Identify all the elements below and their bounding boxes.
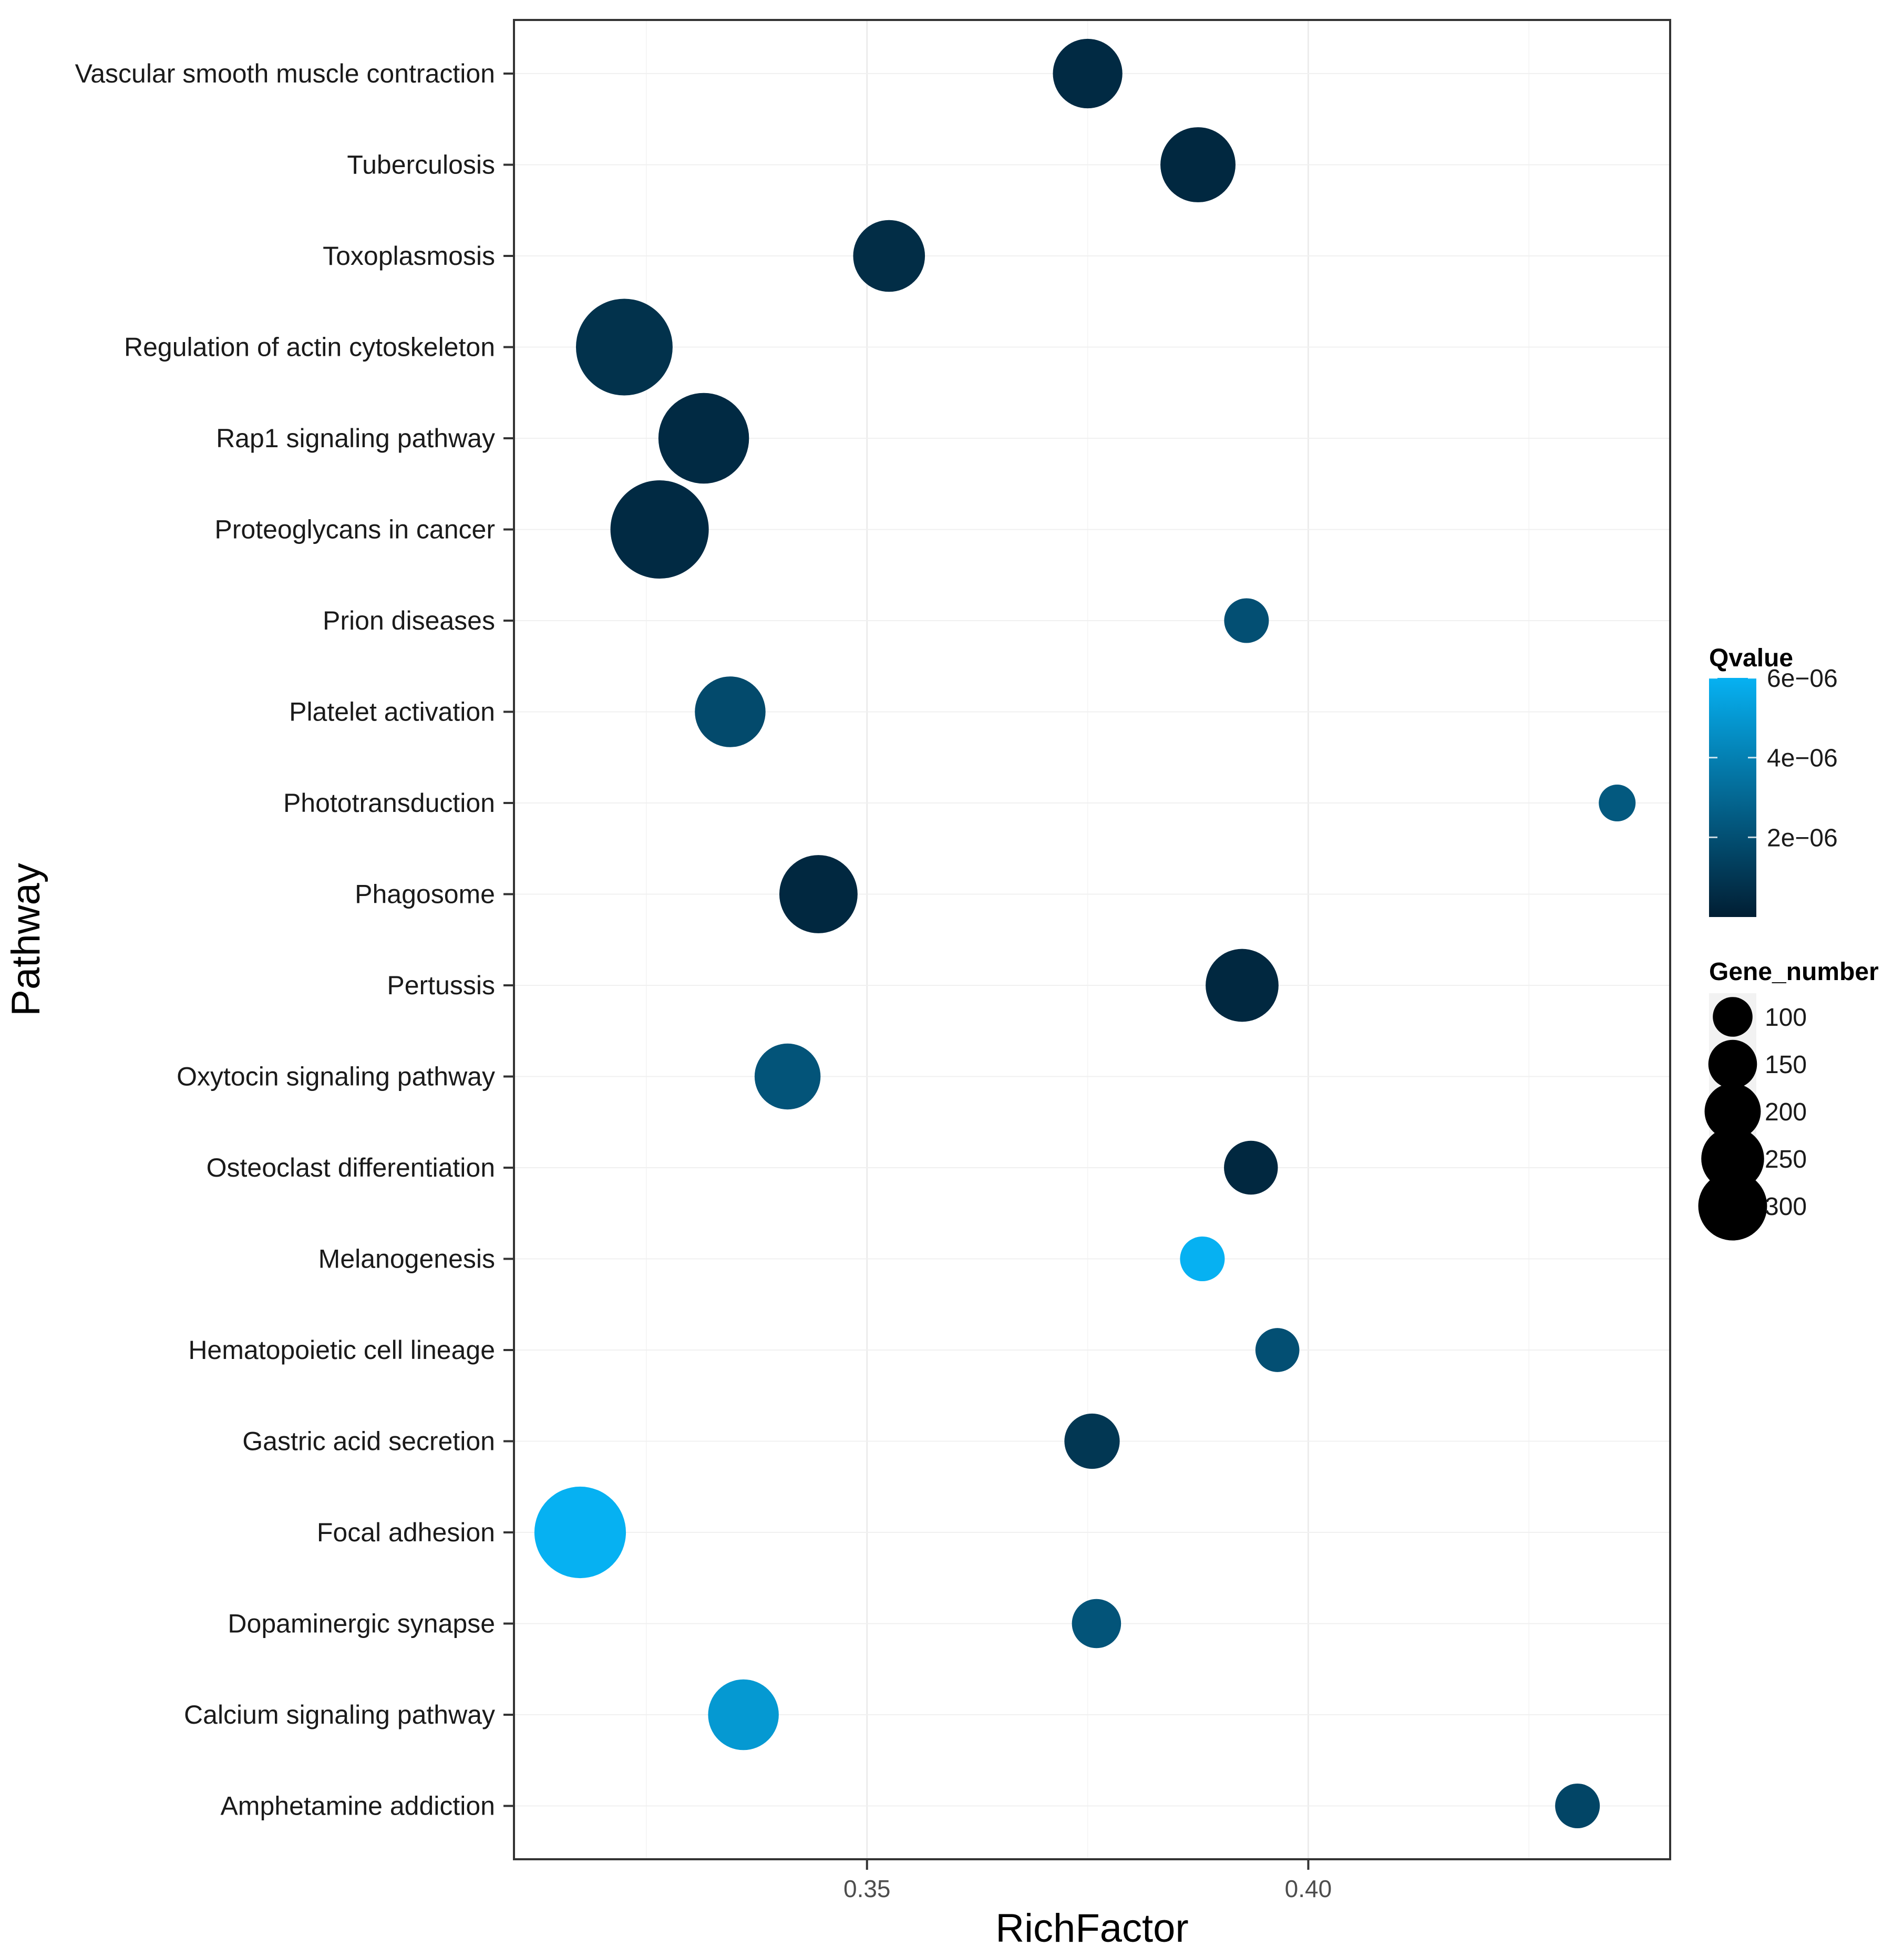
pathway-label: Prion diseases [323, 606, 495, 635]
data-point [1053, 38, 1123, 109]
size-legend-label: 250 [1765, 1146, 1807, 1173]
gene-number-legend-title: Gene_number [1709, 958, 1879, 986]
pathway-label: Toxoplasmosis [323, 241, 495, 271]
size-legend-label: 100 [1765, 1004, 1807, 1032]
pathway-label: Regulation of actin cytoskeleton [124, 333, 495, 362]
y-axis-title: Pathway [4, 863, 48, 1016]
data-point [534, 1486, 626, 1579]
pathway-label: Vascular smooth muscle contraction [75, 59, 495, 88]
x-tick-label: 0.40 [1285, 1875, 1332, 1902]
qvalue-legend-title: Qvalue [1709, 644, 1793, 672]
pathway-label: Focal adhesion [317, 1518, 495, 1547]
richfactor-axis-ticks: 0.35 0.40 [843, 1859, 1332, 1902]
size-legend-label: 300 [1765, 1193, 1807, 1221]
data-point [1180, 1236, 1225, 1282]
data-point [695, 676, 766, 747]
data-point [1255, 1328, 1300, 1372]
x-axis-title: RichFactor [995, 1906, 1188, 1951]
data-point [658, 393, 749, 484]
pathway-label: Melanogenesis [318, 1244, 495, 1274]
data-points [534, 38, 1636, 1829]
pathway-label: Osteoclast differentiation [207, 1153, 495, 1182]
data-point [1072, 1599, 1121, 1649]
qvalue-colorbar-ticks: 2e−06 4e−06 6e−06 [1709, 665, 1838, 852]
pathway-label: Platelet activation [289, 697, 495, 727]
pathway-label: Hematopoietic cell lineage [188, 1335, 495, 1365]
pathway-label: Amphetamine addiction [220, 1791, 495, 1821]
data-point [1206, 949, 1279, 1022]
gene-number-legend: Gene_number 100 150 200 250 300 [1698, 958, 1879, 1241]
data-point [575, 298, 673, 396]
data-point [1224, 598, 1269, 643]
qvalue-colorbar [1709, 678, 1756, 917]
colorbar-tick-label: 2e−06 [1767, 824, 1838, 852]
data-point [853, 220, 925, 292]
data-point [1555, 1783, 1600, 1829]
grid-lines [514, 20, 1670, 1859]
pathway-label: Tuberculosis [347, 150, 495, 180]
size-legend-key [1698, 1171, 1767, 1241]
pathway-label: Oxytocin signaling pathway [177, 1062, 495, 1091]
size-legend-key [1708, 1039, 1757, 1089]
pathway-label: Phagosome [355, 880, 495, 909]
data-point [1224, 1140, 1278, 1195]
x-tick-label: 0.35 [843, 1875, 891, 1902]
colorbar-tick-label: 4e−06 [1767, 745, 1838, 772]
data-point [1064, 1413, 1120, 1469]
pathway-label: Gastric acid secretion [242, 1427, 495, 1456]
pathway-axis-labels: Vascular smooth muscle contraction Tuberc… [75, 59, 514, 1821]
pathway-label: Dopaminergic synapse [228, 1609, 495, 1639]
size-legend-label: 200 [1765, 1098, 1807, 1126]
plot-panel-border [513, 19, 1671, 1860]
data-point [779, 855, 858, 933]
pathway-label: Calcium signaling pathway [184, 1700, 495, 1729]
size-legend-key [1701, 1127, 1764, 1190]
gene-number-legend-keys: 100 150 200 250 300 [1698, 997, 1807, 1241]
data-point [708, 1679, 779, 1750]
size-legend-key [1713, 997, 1753, 1037]
size-legend-label: 150 [1765, 1051, 1807, 1079]
pathway-label: Rap1 signaling pathway [216, 424, 495, 453]
colorbar-tick-label: 6e−06 [1767, 665, 1838, 693]
data-point [1160, 127, 1236, 202]
pathway-label: Phototransduction [283, 788, 495, 818]
data-point [754, 1043, 821, 1110]
qvalue-legend: Qvalue 2e−06 4e−06 6e−06 [1709, 644, 1838, 917]
data-point [1599, 785, 1636, 821]
pathway-label: Pertussis [387, 971, 495, 1000]
size-legend-key [1704, 1083, 1761, 1140]
data-point [610, 480, 709, 579]
pathway-label: Proteoglycans in cancer [214, 515, 495, 544]
